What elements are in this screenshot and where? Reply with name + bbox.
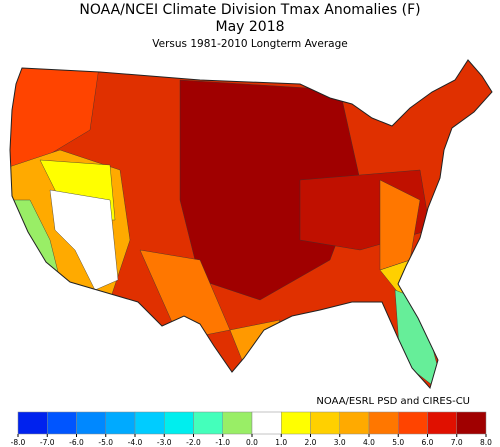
colorbar-tick-label: 0.0 [246, 438, 258, 447]
colorbar-segment [164, 411, 194, 435]
colorbar-tick-label: 2.0 [305, 438, 317, 447]
colorbar-segment [105, 411, 136, 435]
colorbar-tick-label: 4.0 [363, 438, 375, 447]
colorbar-tick-label: -8.0 [11, 438, 26, 447]
colorbar-segment [251, 411, 282, 435]
colorbar-segment [310, 411, 340, 435]
subtitle: Versus 1981-2010 Longterm Average [152, 38, 347, 50]
period: May 2018 [215, 19, 284, 35]
colorbar-segment [222, 411, 253, 435]
credit: NOAA/ESRL PSD and CIRES-CU [316, 396, 470, 407]
colorbar-tick-label: -2.0 [186, 438, 201, 447]
colorbar-tick-label: 3.0 [334, 438, 346, 447]
colorbar-tick-label: 5.0 [392, 438, 404, 447]
colorbar-tick-label: -7.0 [40, 438, 55, 447]
colorbar-segment [76, 411, 106, 435]
map [10, 60, 492, 388]
colorbar-tick-label: -4.0 [128, 438, 143, 447]
colorbar-segment [427, 411, 457, 435]
colorbar-segment [47, 411, 77, 435]
colorbar-tick-label: 1.0 [275, 438, 287, 447]
colorbar-segment [398, 411, 428, 435]
colorbar-tick-label: -5.0 [98, 438, 113, 447]
colorbar: -8.0 -7.0 -6.0 -5.0 -4.0 -3.0 -2.0 -1.0 0.0 1.0 2.… [11, 411, 492, 447]
colorbar-tick-label: -3.0 [157, 438, 172, 447]
colorbar-segment [339, 411, 370, 435]
colorbar-segment [134, 411, 165, 435]
colorbar-tick-label: -1.0 [215, 438, 230, 447]
colorbar-segment [368, 411, 399, 435]
colorbar-segment [281, 411, 311, 435]
colorbar-segment [193, 411, 223, 435]
colorbar-tick-label: -6.0 [69, 438, 84, 447]
colorbar-segment [456, 411, 487, 435]
title: NOAA/NCEI Climate Division Tmax Anomalie… [79, 2, 420, 18]
colorbar-tick-label: 8.0 [480, 438, 492, 447]
colorbar-tick-label: 7.0 [451, 438, 463, 447]
colorbar-tick-label: 6.0 [422, 438, 434, 447]
colorbar-segment [17, 411, 48, 435]
